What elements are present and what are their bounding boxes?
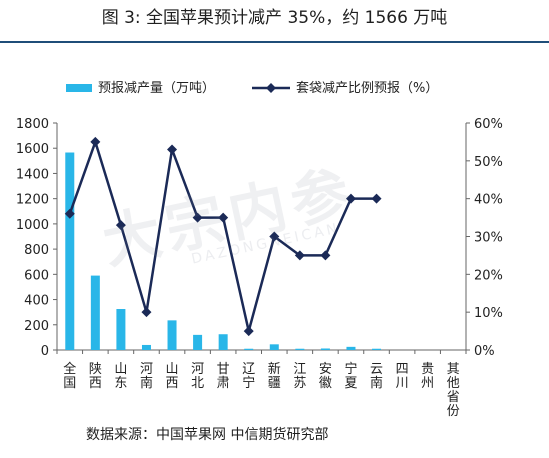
x-tick-label: 四川	[396, 362, 409, 391]
chart: 预报减产量（万吨） 套袋减产比例预报（%） 0 200 400 600 800 1000 120…	[16, 80, 503, 419]
figure-title: 图 3: 全国苹果预计减产 35%，约 1566 万吨	[101, 8, 448, 28]
x-tick-label: 河南	[140, 362, 153, 391]
x-tick-label: 甘肃	[217, 362, 230, 391]
left-tick-label: 0	[41, 344, 49, 359]
source-note: 数据来源：中国苹果网 中信期货研究部	[86, 427, 329, 443]
line-point-辽宁	[243, 326, 254, 337]
left-tick-label: 1800	[16, 117, 49, 132]
bar-甘肃	[218, 334, 228, 350]
right-tick-label: 40%	[474, 193, 503, 208]
line-point-全国	[64, 208, 75, 219]
bar-辽宁	[244, 348, 254, 350]
x-tick-label: 全国	[63, 361, 76, 391]
right-tick-label: 50%	[474, 155, 503, 170]
bar-河南	[141, 344, 151, 350]
x-tick-label: 辽宁	[242, 362, 255, 391]
title-rule	[0, 41, 549, 43]
bar-安徽	[320, 348, 330, 350]
x-tick-label: 宁夏	[344, 361, 357, 391]
x-tick-label: 云南	[370, 362, 383, 391]
x-tick-label: 陕西	[89, 362, 102, 391]
line-point-江苏	[294, 250, 305, 261]
right-tick-label: 0%	[474, 344, 495, 359]
right-tick-label: 60%	[474, 117, 503, 132]
legend-bar-swatch	[66, 84, 92, 92]
x-tick-label: 山东	[114, 362, 127, 391]
right-tick-label: 30%	[474, 231, 503, 246]
left-tick-label: 800	[24, 243, 49, 258]
bar-全国	[65, 152, 75, 350]
left-tick-label: 1600	[16, 142, 49, 157]
line-point-甘肃	[218, 212, 229, 223]
x-tick-label: 江苏	[293, 362, 306, 391]
x-tick-label: 安徽	[319, 362, 332, 391]
right-tick-label: 20%	[474, 268, 503, 283]
line-point-山西	[167, 144, 178, 155]
bar-宁夏	[346, 346, 356, 350]
bar-江苏	[295, 348, 305, 350]
bar-山东	[116, 309, 126, 350]
left-tick-label: 200	[24, 319, 49, 334]
bar-新疆	[269, 344, 279, 350]
line-series	[68, 140, 377, 333]
left-tick-label: 1400	[16, 167, 49, 182]
legend-label-bars: 预报减产量（万吨）	[98, 81, 215, 96]
bar-云南	[372, 348, 382, 350]
line-point-山东	[115, 220, 126, 231]
legend-label-line: 套袋减产比例预报（%）	[296, 80, 438, 96]
x-tick-label: 山西	[166, 362, 179, 391]
left-tick-label: 400	[24, 294, 49, 309]
legend-line-marker	[266, 83, 276, 93]
line-point-河北	[192, 212, 203, 223]
line-point-云南	[371, 193, 382, 204]
left-tick-label: 600	[24, 268, 49, 283]
right-tick-label: 10%	[474, 306, 503, 321]
line-point-新疆	[269, 231, 280, 242]
line-point-宁夏	[345, 193, 356, 204]
line-point-安徽	[320, 250, 331, 261]
bar-陕西	[90, 275, 100, 350]
line-point-河南	[141, 307, 152, 318]
line-point-陕西	[90, 136, 101, 147]
left-tick-label: 1200	[16, 193, 49, 208]
x-tick-label: 贵州	[421, 362, 434, 391]
bar-河北	[193, 334, 203, 350]
bar-山西	[167, 320, 177, 350]
left-tick-label: 1000	[16, 218, 49, 233]
x-tick-label: 其他省份	[447, 362, 460, 419]
x-tick-label: 河北	[191, 362, 204, 391]
x-tick-label: 新疆	[268, 361, 281, 391]
